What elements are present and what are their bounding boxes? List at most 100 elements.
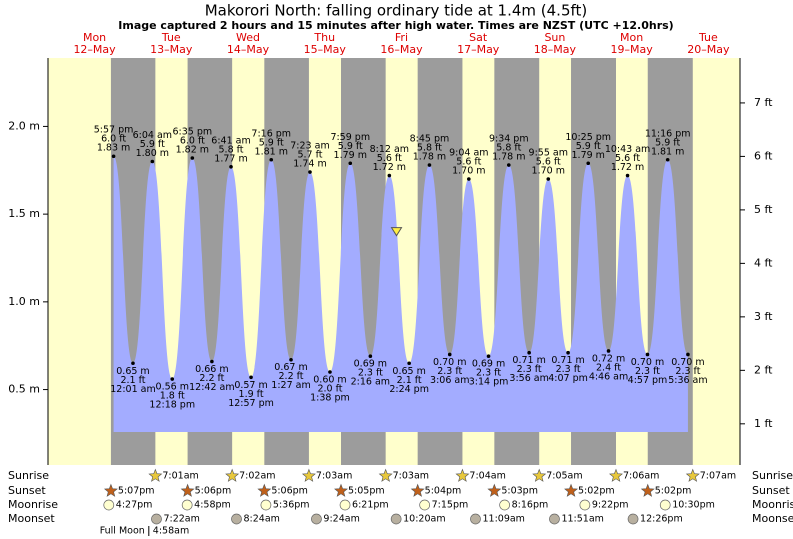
extreme-point: [150, 159, 155, 164]
day-date: 14–May: [227, 43, 270, 56]
extreme-point: [269, 157, 274, 162]
high-tide-label: 8:12 am: [370, 144, 409, 155]
row-label-left: Moonrise: [8, 498, 58, 511]
moon-icon: [311, 513, 322, 525]
sun-icon: [103, 483, 118, 497]
extreme-point: [506, 163, 511, 167]
event-time: 5:05pm: [348, 486, 385, 497]
high-tide-label: 1.79 m: [572, 150, 605, 161]
extreme-point: [625, 173, 630, 178]
day-name: Mon: [83, 31, 106, 44]
event-time: 5:07pm: [118, 486, 155, 497]
row-label-left: Moonset: [8, 512, 55, 525]
event-time: 7:06am: [623, 471, 659, 482]
y2-tick-label: 4 ft: [754, 256, 773, 269]
tide-curve: [113, 156, 688, 432]
event-time: 4:27pm: [116, 500, 153, 511]
y2-tick-label: 5 ft: [754, 203, 773, 216]
low-tide-label: 0.56 m: [156, 382, 189, 393]
event-time: 9:24am: [323, 514, 359, 525]
high-tide-label: 5.8 ft: [219, 144, 244, 155]
sun-icon: [410, 483, 425, 497]
event-time: 10:20am: [403, 514, 445, 525]
low-tide-label: 2.3 ft: [517, 364, 542, 375]
row-label-right: Sunrise: [752, 469, 793, 482]
y-tick-label: 1.0 m: [8, 295, 40, 308]
low-tide-label: 3:56 am: [509, 373, 548, 384]
event-time: 11:51am: [561, 514, 603, 525]
high-tide-label: 7:59 pm: [330, 132, 370, 143]
low-tide-label: 0.69 m: [472, 359, 505, 370]
high-tide-label: 1.81 m: [255, 146, 288, 157]
event-time: 7:04am: [469, 471, 505, 482]
y2-tick-label: 6 ft: [754, 149, 773, 162]
extreme-point: [486, 354, 491, 359]
extreme-point: [686, 352, 690, 357]
day-name: Tue: [161, 31, 181, 44]
low-tide-label: 0.70 m: [433, 357, 466, 368]
high-tide-label: 5.9 ft: [338, 141, 363, 152]
high-tide-label: 5.6 ft: [456, 157, 481, 168]
day-date: 13–May: [150, 43, 193, 56]
low-tide-label: 2.2 ft: [279, 371, 304, 382]
low-tide-label: 0.71 m: [512, 355, 545, 366]
low-tide-label: 0.57 m: [234, 380, 267, 391]
sun-icon: [257, 483, 272, 497]
low-tide-label: 2.3 ft: [476, 368, 501, 379]
sun-icon: [532, 468, 547, 482]
row-label-left: Sunrise: [8, 469, 49, 482]
low-tide-label: 2.1 ft: [397, 375, 422, 386]
day-name: Wed: [236, 31, 260, 44]
event-time: 7:03am: [393, 471, 429, 482]
day-name: Tue: [698, 31, 718, 44]
high-tide-label: 1.83 m: [97, 143, 130, 154]
sun-icon: [301, 468, 316, 482]
event-time: 7:07am: [700, 471, 736, 482]
low-tide-label: 2.2 ft: [199, 373, 224, 384]
low-tide-label: 1.9 ft: [239, 389, 264, 400]
low-tide-label: 4:57 pm: [628, 375, 668, 386]
event-time: 7:03am: [316, 471, 352, 482]
high-tide-label: 9:55 am: [529, 148, 568, 159]
low-tide-label: 0.60 m: [313, 375, 346, 386]
high-tide-label: 6.0 ft: [180, 135, 205, 146]
moon-icon: [231, 513, 242, 525]
extreme-point: [210, 359, 214, 364]
moon-icon: [339, 499, 351, 511]
moon-icon: [549, 513, 560, 525]
high-tide-label: 11:16 pm: [645, 128, 691, 139]
event-time: 5:06pm: [271, 486, 308, 497]
extreme-point: [407, 361, 411, 366]
high-tide-label: 8:45 pm: [410, 134, 450, 145]
low-tide-label: 12:01 am: [110, 384, 155, 395]
day-date: 20–May: [687, 43, 730, 56]
extreme-point: [111, 154, 116, 159]
day-date: 12–May: [73, 43, 116, 56]
high-tide-label: 7:16 pm: [251, 128, 291, 139]
current-level-marker: [390, 227, 403, 237]
high-tide-label: 5.9 ft: [655, 137, 680, 148]
low-tide-label: 0.65 m: [116, 366, 149, 377]
y2-tick-label: 7 ft: [754, 96, 773, 109]
moon-icon: [579, 499, 591, 511]
high-tide-label: 10:43 am: [605, 144, 650, 155]
day-date: 17–May: [457, 43, 500, 56]
low-tide-label: 0.70 m: [631, 357, 664, 368]
extreme-point: [308, 170, 312, 174]
event-time: 12:26pm: [640, 514, 683, 525]
chart-title: Makorori North: falling ordinary tide at…: [205, 2, 588, 20]
high-tide-label: 6:04 am: [133, 130, 172, 141]
high-tide-label: 9:04 am: [449, 148, 488, 159]
day-name: Sat: [469, 31, 488, 44]
event-time: 8:24am: [244, 514, 280, 525]
extreme-point: [566, 350, 570, 355]
day-date: 15–May: [304, 43, 347, 56]
row-label-right: Moonset: [752, 512, 793, 525]
low-tide-label: 1:38 pm: [310, 393, 350, 404]
low-tide-label: 1.8 ft: [160, 391, 185, 402]
day-name: Thu: [313, 31, 335, 44]
high-tide-label: 1.72 m: [611, 162, 644, 173]
moon-icon: [181, 499, 193, 511]
sun-icon: [148, 468, 163, 482]
sun-icon: [564, 483, 578, 497]
